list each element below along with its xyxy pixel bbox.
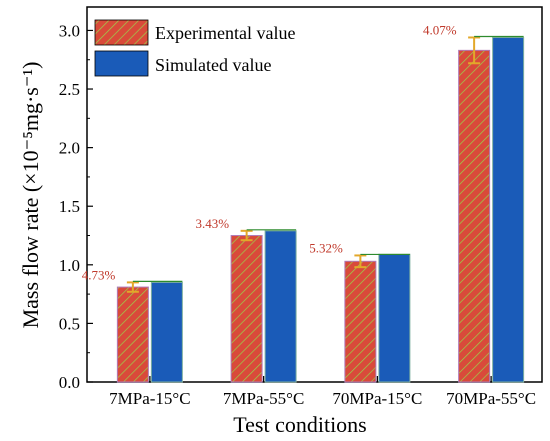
legend-swatch-experimental bbox=[94, 19, 149, 46]
bars bbox=[116, 36, 525, 383]
y-tick-label: 3.0 bbox=[59, 21, 80, 40]
bar-experimental bbox=[116, 286, 149, 383]
y-axis-ticks: 0.0 0.5 1.0 1.5 2.0 2.5 3.0 bbox=[59, 21, 93, 392]
legend-swatch-simulated bbox=[94, 50, 149, 77]
y-tick-label: 0.0 bbox=[59, 373, 80, 392]
bar-experimental bbox=[344, 260, 377, 383]
y-tick-label: 2.0 bbox=[59, 139, 80, 158]
x-tick-label: 7MPa-15°C bbox=[109, 389, 190, 408]
percent-annotation: 4.73% bbox=[82, 267, 116, 282]
plot-frame bbox=[86, 6, 543, 383]
error-bars bbox=[126, 35, 524, 293]
bar-simulated bbox=[378, 253, 411, 383]
y-tick-label: 1.0 bbox=[59, 256, 80, 275]
legend-label-simulated: Simulated value bbox=[155, 55, 271, 75]
bar-experimental bbox=[230, 235, 263, 383]
percent-annotation: 3.43% bbox=[196, 216, 230, 231]
bar-experimental bbox=[458, 49, 491, 383]
y-tick-label: 1.5 bbox=[59, 197, 80, 216]
bar-simulated bbox=[492, 36, 525, 383]
plot-area: 0.0 0.5 1.0 1.5 2.0 2.5 3.0 7MPa-15°C 7MPa-55°C… bbox=[59, 6, 543, 408]
legend: Experimental value Simulated value bbox=[94, 19, 295, 77]
x-axis-ticks: 7MPa-15°C 7MPa-55°C 70MPa-15°C 70MPa-55°C bbox=[109, 376, 536, 408]
y-axis-title: Mass flow rate (×10⁻⁵mg·s⁻¹) bbox=[18, 62, 43, 329]
x-tick-label: 70MPa-55°C bbox=[446, 389, 536, 408]
percent-annotation: 5.32% bbox=[309, 240, 343, 255]
y-tick-label: 0.5 bbox=[59, 314, 80, 333]
x-tick-label: 70MPa-15°C bbox=[332, 389, 422, 408]
bar-simulated bbox=[264, 230, 297, 383]
bar-simulated bbox=[150, 281, 183, 383]
percent-annotation: 4.07% bbox=[423, 22, 457, 37]
x-axis-title: Test conditions bbox=[233, 412, 367, 437]
y-tick-label: 2.5 bbox=[59, 80, 80, 99]
legend-label-experimental: Experimental value bbox=[155, 23, 295, 43]
annotations: 4.73% 3.43% 5.32% 4.07% bbox=[82, 22, 457, 282]
x-tick-label: 7MPa-55°C bbox=[223, 389, 304, 408]
